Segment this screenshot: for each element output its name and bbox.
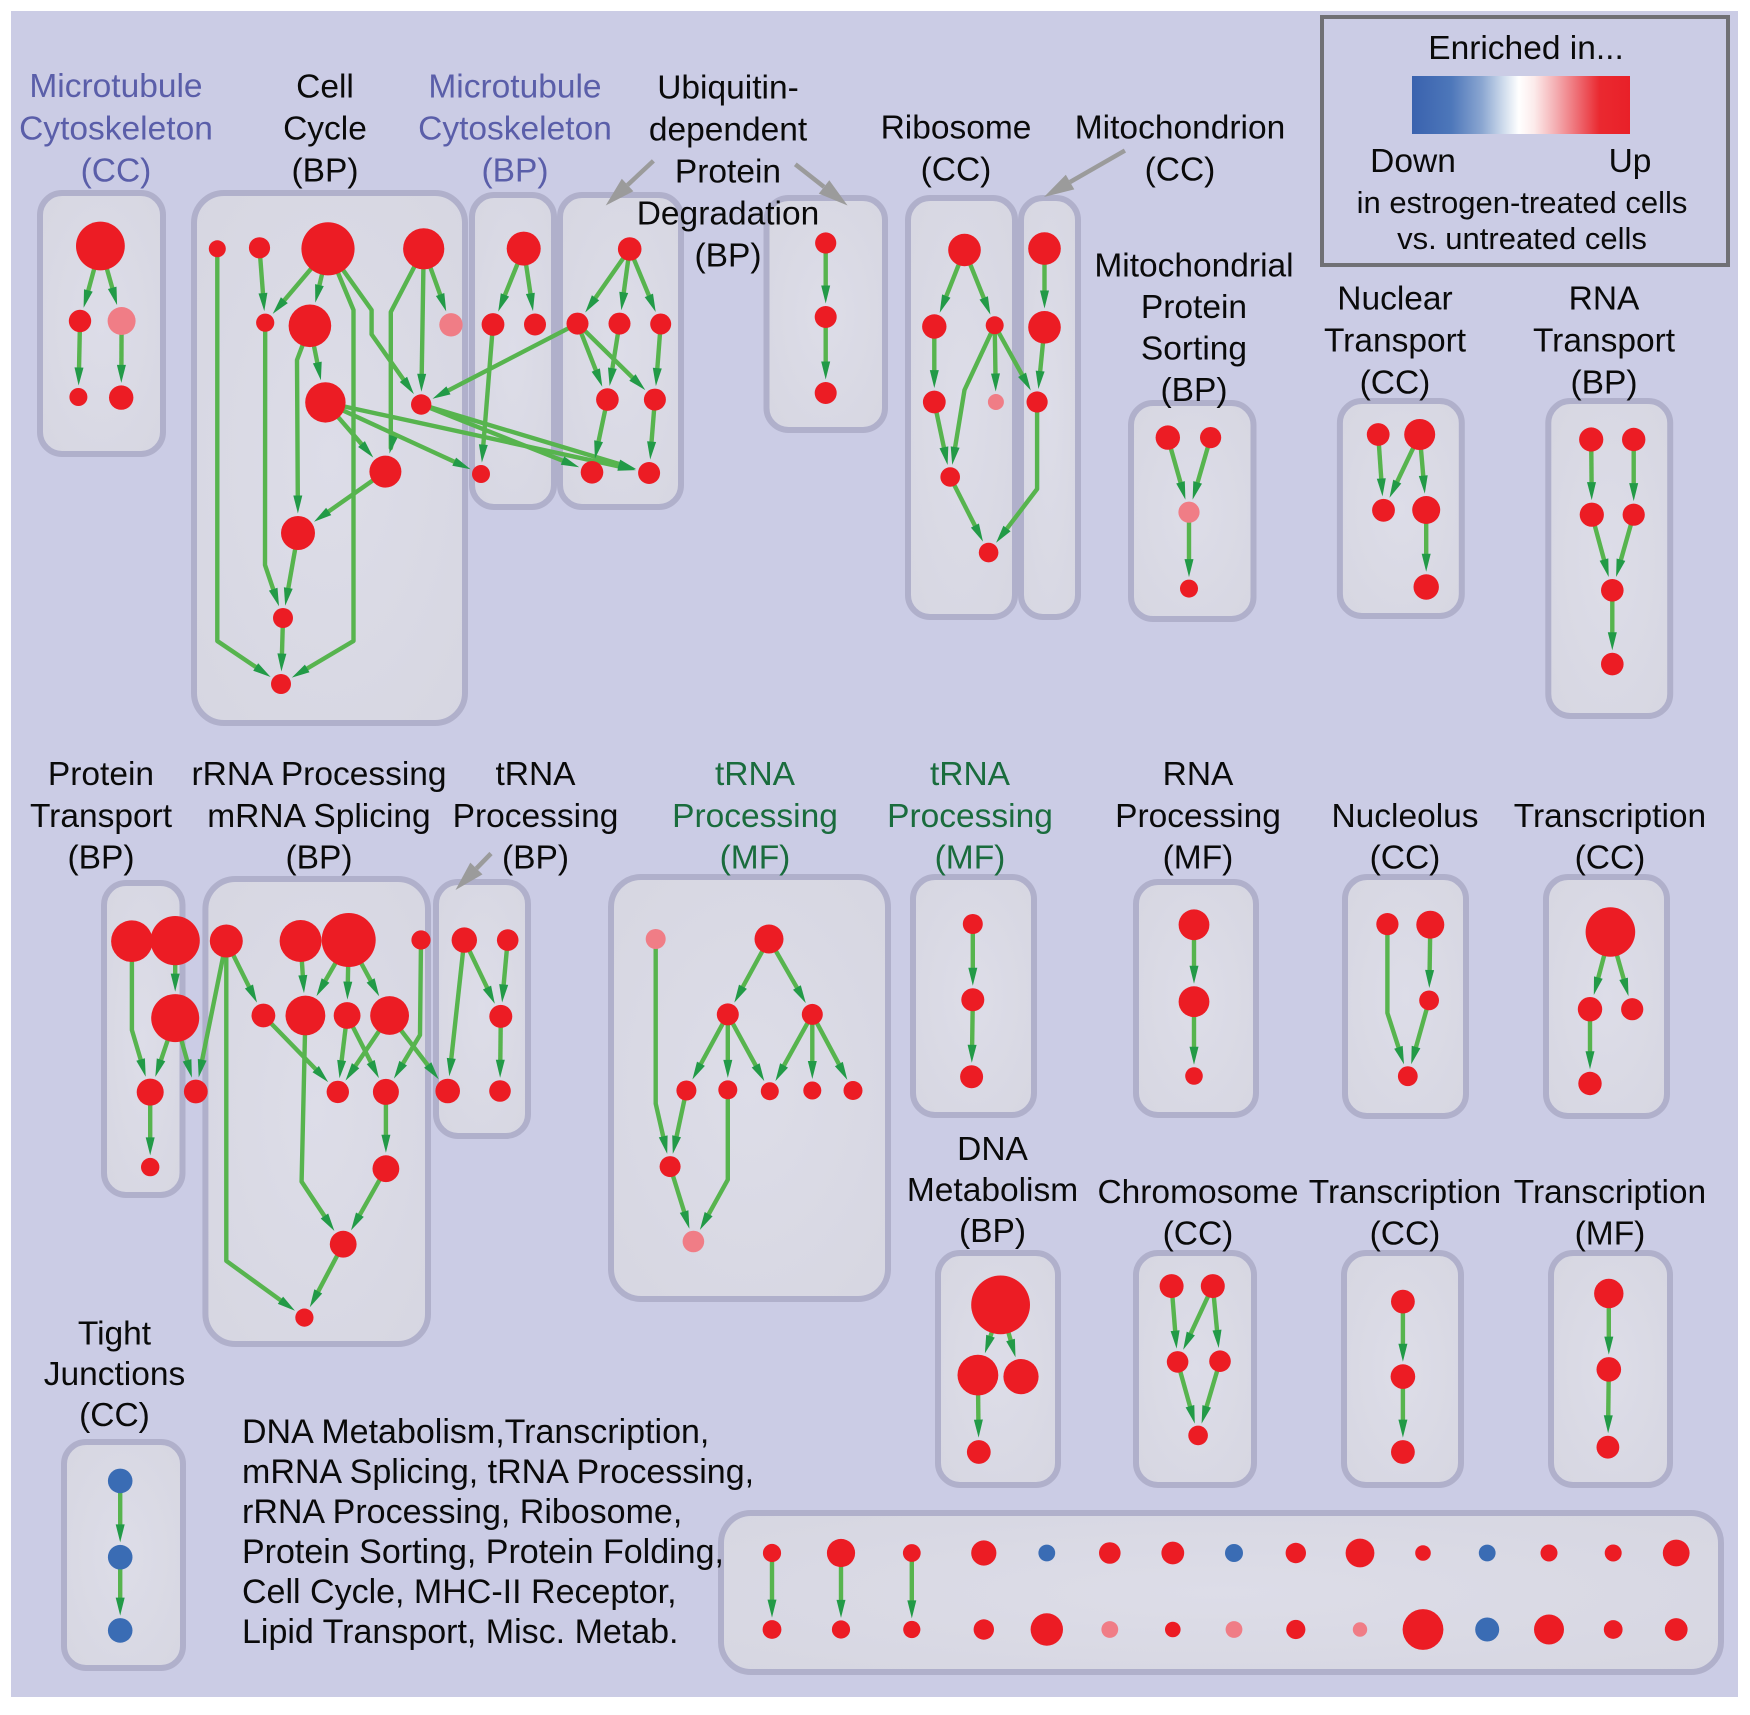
- svg-text:Cytoskeleton: Cytoskeleton: [418, 111, 612, 148]
- svg-text:(CC): (CC): [921, 152, 992, 189]
- svg-text:Lipid Transport, Misc. Metab.: Lipid Transport, Misc. Metab.: [242, 1613, 679, 1651]
- svg-text:Ubiquitin-: Ubiquitin-: [657, 70, 799, 107]
- svg-text:Sorting: Sorting: [1141, 331, 1247, 368]
- svg-text:Mitochondrial: Mitochondrial: [1094, 248, 1293, 285]
- svg-text:mRNA Splicing: mRNA Splicing: [207, 798, 430, 835]
- svg-text:dependent: dependent: [649, 112, 808, 149]
- svg-text:Junctions: Junctions: [44, 1356, 186, 1393]
- svg-text:(BP): (BP): [286, 840, 353, 877]
- svg-text:Microtubule: Microtubule: [29, 68, 202, 105]
- svg-text:Transport: Transport: [30, 798, 173, 835]
- svg-text:Up: Up: [1609, 143, 1652, 180]
- svg-text:Mitochondrion: Mitochondrion: [1075, 110, 1285, 147]
- svg-text:Down: Down: [1370, 143, 1456, 180]
- svg-text:mRNA Splicing, tRNA Processing: mRNA Splicing, tRNA Processing,: [242, 1453, 754, 1491]
- svg-text:Transport: Transport: [1533, 323, 1676, 360]
- svg-text:rRNA Processing, Ribosome,: rRNA Processing, Ribosome,: [242, 1493, 682, 1531]
- svg-text:(CC): (CC): [1575, 840, 1646, 877]
- svg-text:Processing: Processing: [672, 798, 838, 835]
- svg-text:Microtubule: Microtubule: [428, 69, 601, 106]
- svg-text:(BP): (BP): [292, 153, 359, 190]
- svg-text:Nuclear: Nuclear: [1337, 281, 1452, 318]
- svg-text:(CC): (CC): [1360, 365, 1431, 402]
- svg-text:Cytoskeleton: Cytoskeleton: [19, 111, 213, 148]
- svg-text:in estrogen-treated cells: in estrogen-treated cells: [1357, 185, 1688, 220]
- svg-text:(CC): (CC): [1145, 152, 1216, 189]
- svg-text:Enriched in...: Enriched in...: [1428, 30, 1624, 67]
- svg-text:(CC): (CC): [1370, 1216, 1441, 1253]
- svg-text:(BP): (BP): [1571, 365, 1638, 402]
- svg-text:Degradation: Degradation: [637, 196, 820, 233]
- svg-text:(BP): (BP): [1161, 372, 1228, 409]
- svg-text:Nucleolus: Nucleolus: [1331, 798, 1478, 835]
- svg-text:Cycle: Cycle: [283, 111, 367, 148]
- svg-text:Transport: Transport: [1324, 323, 1467, 360]
- svg-text:Cell: Cell: [296, 69, 354, 106]
- svg-text:(MF): (MF): [1575, 1216, 1646, 1253]
- svg-text:(MF): (MF): [935, 840, 1006, 877]
- svg-text:(CC): (CC): [81, 153, 152, 190]
- svg-text:Ribosome: Ribosome: [881, 110, 1032, 147]
- svg-text:rRNA Processing: rRNA Processing: [191, 756, 446, 793]
- svg-text:tRNA: tRNA: [495, 756, 576, 793]
- svg-text:Transcription: Transcription: [1309, 1174, 1501, 1211]
- svg-text:Metabolism: Metabolism: [907, 1172, 1078, 1209]
- svg-text:(BP): (BP): [959, 1213, 1026, 1250]
- svg-text:(CC): (CC): [1163, 1216, 1234, 1253]
- svg-text:tRNA: tRNA: [715, 756, 796, 793]
- svg-text:RNA: RNA: [1163, 756, 1234, 793]
- svg-text:(MF): (MF): [720, 840, 791, 877]
- svg-text:(BP): (BP): [502, 840, 569, 877]
- svg-text:Cell Cycle, MHC-II Receptor,: Cell Cycle, MHC-II Receptor,: [242, 1573, 677, 1611]
- svg-text:Protein: Protein: [48, 756, 154, 793]
- svg-text:(BP): (BP): [482, 153, 549, 190]
- svg-text:Protein Sorting, Protein Foldi: Protein Sorting, Protein Folding,: [242, 1533, 724, 1571]
- svg-text:Tight: Tight: [78, 1316, 152, 1353]
- svg-text:Transcription: Transcription: [1514, 798, 1706, 835]
- svg-text:(BP): (BP): [68, 840, 135, 877]
- svg-text:vs. untreated cells: vs. untreated cells: [1397, 221, 1647, 256]
- svg-text:(BP): (BP): [695, 238, 762, 275]
- svg-text:(CC): (CC): [79, 1397, 150, 1434]
- svg-text:(MF): (MF): [1163, 840, 1234, 877]
- svg-text:Protein: Protein: [675, 154, 781, 191]
- svg-text:RNA: RNA: [1569, 281, 1640, 318]
- svg-text:Transcription: Transcription: [1514, 1174, 1706, 1211]
- svg-text:tRNA: tRNA: [930, 756, 1011, 793]
- svg-text:(CC): (CC): [1370, 840, 1441, 877]
- svg-text:DNA: DNA: [957, 1131, 1028, 1168]
- svg-text:Chromosome: Chromosome: [1097, 1174, 1298, 1211]
- svg-text:DNA Metabolism,Transcription,: DNA Metabolism,Transcription,: [242, 1413, 709, 1451]
- svg-text:Processing: Processing: [887, 798, 1053, 835]
- svg-text:Processing: Processing: [453, 798, 619, 835]
- svg-text:Processing: Processing: [1115, 798, 1281, 835]
- svg-text:Protein: Protein: [1141, 289, 1247, 326]
